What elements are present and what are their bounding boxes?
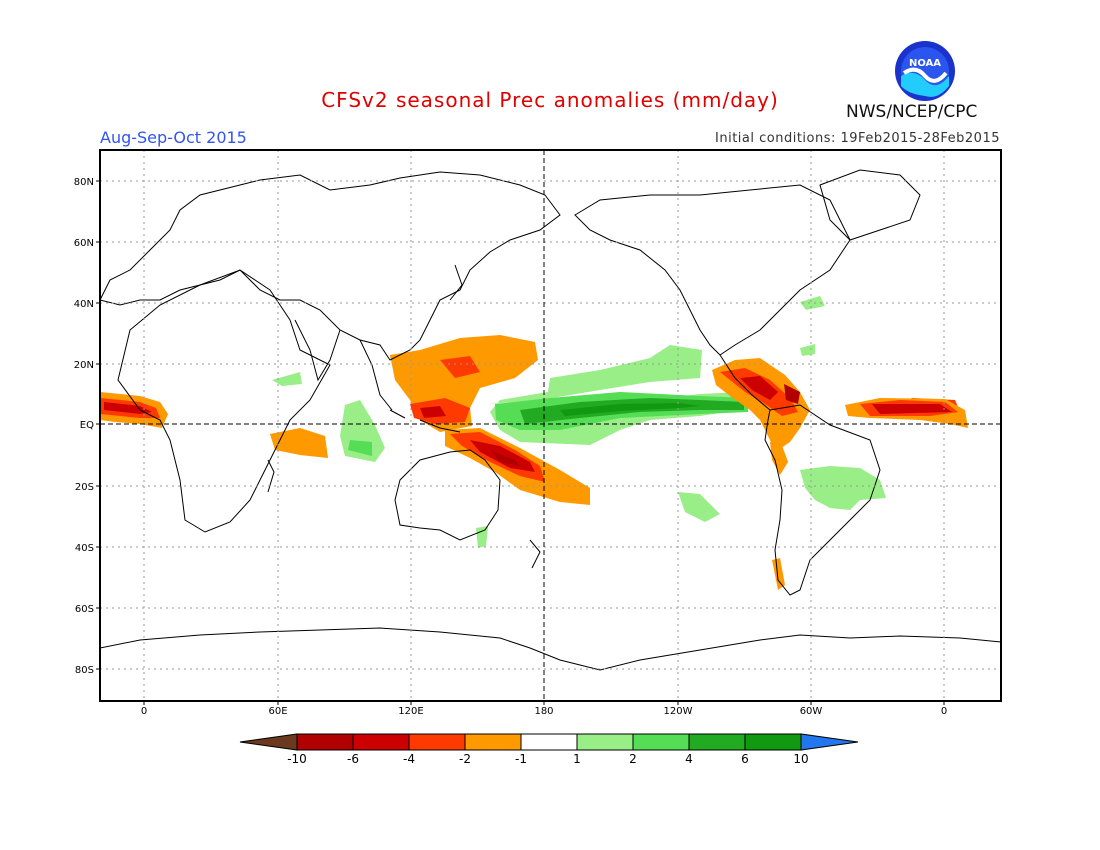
latitude-label: 80S [75, 665, 94, 676]
colorbar-segment [688, 733, 746, 751]
colorbar [239, 733, 859, 751]
colorbar-arrow-high [800, 733, 859, 751]
longitude-label: 0 [141, 706, 147, 717]
latitude-label: 80N [74, 177, 94, 188]
anomaly-brazil [800, 466, 886, 510]
anomaly-central-america [712, 358, 810, 590]
latitude-label: 40N [74, 299, 94, 310]
longitude-label: 0 [941, 706, 947, 717]
colorbar-label: -4 [403, 752, 415, 766]
longitude-label: 60W [800, 706, 823, 717]
anomaly-central-pacific-itcz [488, 296, 825, 522]
anomaly-shading [100, 296, 968, 590]
longitude-label: 120E [398, 706, 423, 717]
colorbar-label: 1 [573, 752, 581, 766]
agency-label: NWS/NCEP/CPC [846, 102, 978, 122]
longitude-label: 60E [268, 706, 287, 717]
map-title: CFSv2 seasonal Prec anomalies (mm/day) [321, 88, 779, 112]
colorbar-label: 4 [685, 752, 693, 766]
colorbar-label: -10 [287, 752, 307, 766]
colorbar-labels: -10 -6 -4 -2 -1 1 2 4 6 10 [287, 752, 808, 766]
latitude-label: 60N [74, 238, 94, 249]
longitude-label: 180 [534, 706, 553, 717]
latitude-label: EQ [80, 420, 94, 431]
latitude-label: 60S [75, 604, 94, 615]
anomaly-tropical-atlantic-africa [100, 372, 968, 458]
anomaly-west-pacific-maritime [390, 335, 538, 432]
longitude-label: 120W [664, 706, 693, 717]
noaa-logo-icon: NOAA [895, 41, 955, 101]
latitude-label: 40S [75, 543, 94, 554]
map-frame [99, 149, 1002, 702]
logo-text: NOAA [909, 58, 941, 69]
colorbar-label: 2 [629, 752, 637, 766]
colorbar-label: 10 [793, 752, 808, 766]
colorbar-segment [296, 733, 354, 751]
colorbar-segment [576, 733, 634, 751]
longitude-labels: 0 60E 120E 180 120W 60W 0 [141, 701, 947, 717]
anomaly-indian-ocean-wet [340, 400, 488, 548]
latitude-labels: 80N 60N 40N 20N EQ 20S 40S 60S 80S [74, 177, 100, 676]
anomaly-south-pacific-spcz [445, 428, 590, 505]
grid-lines [100, 150, 1001, 701]
latitude-label: 20N [74, 360, 94, 371]
colorbar-segment [464, 733, 522, 751]
colorbar-segment [744, 733, 802, 751]
colorbar-segment [352, 733, 410, 751]
colorbar-segment [520, 733, 578, 751]
colorbar-label: 6 [741, 752, 749, 766]
season-label: Aug-Sep-Oct 2015 [100, 128, 247, 147]
coastlines [100, 169, 1001, 671]
colorbar-segment [408, 733, 466, 751]
colorbar-label: -6 [347, 752, 359, 766]
colorbar-label: -1 [515, 752, 527, 766]
colorbar-segment [632, 733, 690, 751]
colorbar-arrow-low [239, 733, 298, 751]
latitude-label: 20S [75, 482, 94, 493]
colorbar-label: -2 [459, 752, 471, 766]
initial-conditions-label: Initial conditions: 19Feb2015-28Feb2015 [715, 131, 1000, 146]
